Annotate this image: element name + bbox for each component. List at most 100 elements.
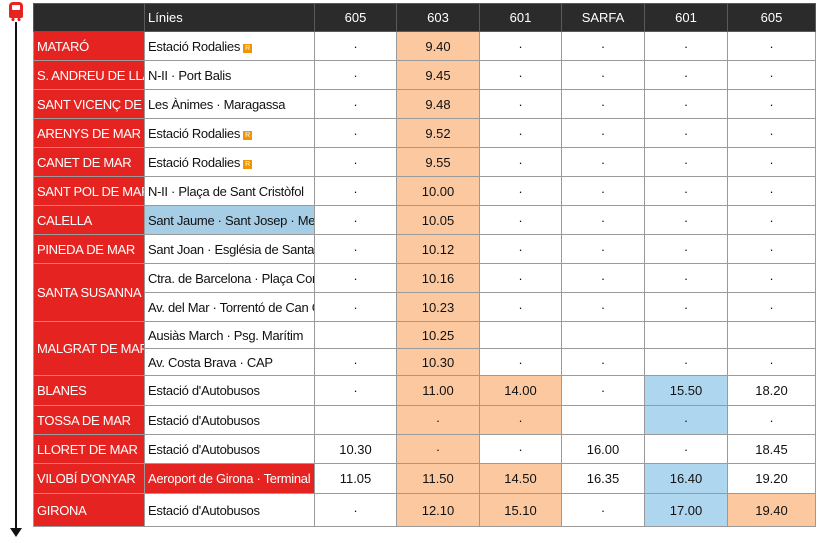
time-cell: · bbox=[644, 348, 728, 376]
table-row: PINEDA DE MAR Sant Joan · Església de San… bbox=[33, 234, 816, 264]
time-cell: · bbox=[644, 89, 728, 119]
time-cell: · bbox=[314, 31, 397, 61]
stop-cell: Estació d'Autobusos bbox=[144, 405, 315, 435]
time-cell: · bbox=[561, 375, 645, 406]
time-cell: · bbox=[644, 234, 728, 264]
time-cell bbox=[314, 321, 397, 349]
stop-name: Ctra. de Barcelona · Plaça Corratgé bbox=[148, 270, 314, 286]
time-cell: 9.48 bbox=[396, 89, 480, 119]
time-cell: · bbox=[479, 263, 562, 293]
town-cell: MALGRAT DE MAR bbox=[33, 321, 145, 376]
route-line bbox=[15, 22, 17, 532]
time-cell bbox=[644, 321, 728, 349]
table-row: VILOBÍ D'ONYAR Aeroport de Girona · Termi… bbox=[33, 463, 816, 494]
time-cell: 10.05 bbox=[396, 205, 480, 235]
time-cell: · bbox=[644, 405, 728, 435]
header-town bbox=[33, 3, 145, 32]
stop-name: Aeroport de Girona · Terminal bbox=[148, 471, 311, 486]
stop-name: Sant Joan · Església de Santa Maria bbox=[148, 241, 315, 257]
time-cell: · bbox=[396, 434, 480, 464]
header-lines-label: Línies bbox=[144, 3, 315, 32]
header-line: 601 bbox=[644, 3, 728, 32]
header-line: 605 bbox=[727, 3, 816, 32]
town-cell: S. ANDREU DE LLAVANERES bbox=[33, 60, 145, 90]
time-cell: · bbox=[314, 205, 397, 235]
time-cell: · bbox=[479, 405, 562, 435]
rodalies-icon: R bbox=[243, 130, 253, 140]
rodalies-icon: R bbox=[243, 159, 253, 169]
time-cell: · bbox=[727, 292, 816, 322]
timetable: Línies 605 603 601 SARFA 601 605 MATARÓ E… bbox=[33, 3, 816, 527]
table-row: S. ANDREU DE LLAVANERESN-II · Port Balis… bbox=[33, 60, 816, 90]
time-cell: 11.05 bbox=[314, 463, 397, 494]
time-cell: · bbox=[644, 118, 728, 148]
table-row: Av. Costa Brava · CAP · 10.30 · · · · bbox=[34, 348, 816, 376]
time-cell: · bbox=[727, 205, 816, 235]
time-cell: 15.50 bbox=[644, 375, 728, 406]
time-cell: · bbox=[314, 234, 397, 264]
time-cell: · bbox=[727, 60, 816, 90]
time-cell: 9.45 bbox=[396, 60, 480, 90]
time-cell bbox=[561, 405, 645, 435]
time-cell: · bbox=[314, 60, 397, 90]
time-cell: 17.00 bbox=[644, 493, 728, 527]
rodalies-icon: R bbox=[243, 43, 253, 53]
time-cell: · bbox=[561, 234, 645, 264]
town-cell: SANTA SUSANNA bbox=[33, 263, 145, 322]
time-cell: 9.55 bbox=[396, 147, 480, 177]
stop-cell: N-II · Port Balis bbox=[144, 60, 315, 90]
stop-cell: Av. Costa Brava · CAP bbox=[144, 348, 315, 376]
time-cell: 10.30 bbox=[314, 434, 397, 464]
stop-cell: Estació Rodalies R bbox=[144, 118, 315, 148]
time-cell: · bbox=[314, 292, 397, 322]
time-cell: · bbox=[479, 205, 562, 235]
time-cell: · bbox=[644, 205, 728, 235]
table-row: CANET DE MAR Estació Rodalies R · 9.55 · · · · bbox=[33, 147, 816, 177]
time-cell: · bbox=[314, 375, 397, 406]
time-cell: · bbox=[644, 176, 728, 206]
stop-name: N-II · Plaça de Sant Cristòfol bbox=[148, 183, 304, 199]
stop-name: Les Ànimes · Maragassa bbox=[148, 96, 286, 112]
time-cell: · bbox=[727, 89, 816, 119]
stop-name: Sant Jaume · Sant Josep · Mercat bbox=[148, 212, 315, 228]
time-cell: · bbox=[727, 234, 816, 264]
time-cell: · bbox=[561, 176, 645, 206]
stop-cell: Estació d'Autobusos bbox=[144, 434, 315, 464]
route-direction-rail bbox=[0, 0, 34, 556]
time-cell: · bbox=[479, 234, 562, 264]
stop-cell: Sant Jaume · Sant Josep · Mercat bbox=[144, 205, 315, 235]
time-cell: · bbox=[561, 205, 645, 235]
town-cell: LLORET DE MAR bbox=[33, 434, 145, 464]
time-cell: 19.40 bbox=[727, 493, 816, 527]
time-cell: · bbox=[727, 31, 816, 61]
stop-cell: Sant Joan · Església de Santa Maria bbox=[144, 234, 315, 264]
time-cell: · bbox=[314, 348, 397, 376]
stop-name: Estació Rodalies bbox=[148, 154, 241, 170]
time-cell: · bbox=[561, 263, 645, 293]
time-cell: 10.16 bbox=[396, 263, 480, 293]
time-cell: · bbox=[644, 292, 728, 322]
time-cell: · bbox=[479, 60, 562, 90]
stop-cell: Estació Rodalies R bbox=[144, 31, 315, 61]
time-cell: · bbox=[314, 147, 397, 177]
table-row: SANTA SUSANNA Ctra. de Barcelona · Plaça … bbox=[33, 263, 816, 322]
table-row: MALGRAT DE MAR Ausiàs March · Psg. Maríti… bbox=[33, 321, 816, 376]
time-cell bbox=[727, 321, 816, 349]
time-cell: · bbox=[561, 493, 645, 527]
time-cell: · bbox=[561, 147, 645, 177]
table-row: LLORET DE MAR Estació d'Autobusos 10.30 · · 1… bbox=[33, 434, 816, 464]
time-cell: · bbox=[479, 434, 562, 464]
time-cell: 10.30 bbox=[396, 348, 480, 376]
town-cell: VILOBÍ D'ONYAR bbox=[33, 463, 145, 494]
table-row: BLANES Estació d'Autobusos · 11.00 14.00 · 15.… bbox=[33, 375, 816, 406]
time-cell: 10.25 bbox=[396, 321, 480, 349]
time-cell: · bbox=[479, 89, 562, 119]
table-row: MATARÓ Estació Rodalies R · 9.40 · · · · bbox=[33, 31, 816, 61]
header-line: 603 bbox=[396, 3, 480, 32]
time-cell: 19.20 bbox=[727, 463, 816, 494]
header-line: SARFA bbox=[561, 3, 645, 32]
time-cell: · bbox=[314, 493, 397, 527]
town-cell: SANT VICENÇ DE MONTALT bbox=[33, 89, 145, 119]
town-cell: BLANES bbox=[33, 375, 145, 406]
time-cell: · bbox=[561, 31, 645, 61]
